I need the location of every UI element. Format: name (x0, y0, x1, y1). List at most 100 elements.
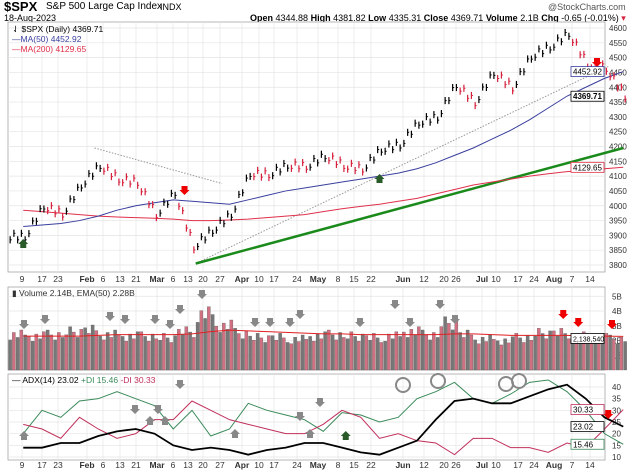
volume-tag-box (570, 333, 605, 344)
y-tick-label: 4000 (609, 202, 627, 211)
grey-down-arrow (175, 305, 185, 314)
grey-down-arrow (105, 312, 115, 321)
volume-bar (267, 335, 271, 371)
x-tick-label: 26 (451, 274, 461, 284)
y-tick-label: 4250 (609, 128, 627, 137)
volume-bar (480, 337, 485, 371)
x-tick-label: 26 (451, 460, 461, 470)
grey-down-arrow (295, 412, 305, 421)
volume-bar (327, 329, 331, 371)
volume-bar (510, 336, 515, 371)
volume-bar (237, 333, 241, 371)
green-trendline (195, 146, 624, 265)
adx-line (23, 383, 624, 456)
volume-bar (570, 341, 575, 371)
x-tick-label: 24 (529, 460, 539, 470)
volume-bar (323, 331, 327, 371)
volume-bar (375, 337, 380, 371)
volume-legend: ▮ Volume 2.14B, EMA(50) 2.28B (12, 288, 135, 298)
volume-bar (177, 329, 181, 371)
volume-bar (229, 319, 234, 371)
x-tick-label: 8 (336, 460, 341, 470)
y-tick-label: 4600 (609, 24, 627, 33)
volume-bar (458, 332, 462, 371)
x-tick-label: Jun (395, 274, 410, 284)
volume-bar (297, 341, 301, 371)
x-tick-label: 15 (349, 274, 359, 284)
volume-bar (289, 343, 294, 371)
grey-down-arrow (19, 320, 29, 329)
volume-bar (109, 337, 114, 371)
close-tag: 4369.71 (573, 92, 602, 101)
volume-bar (555, 335, 560, 371)
volume-bar (345, 338, 350, 371)
volume-bar (102, 339, 106, 371)
x-tick-label: 12 (419, 274, 429, 284)
x-tick-label: 12 (419, 460, 429, 470)
volume-bar (495, 340, 500, 371)
volume-bar (608, 334, 612, 371)
volume-bar (315, 333, 320, 371)
grey-up-arrow (19, 431, 29, 440)
volume-bar (342, 337, 346, 371)
plus-di-tag-box (570, 438, 605, 450)
green-up-arrow (374, 174, 385, 183)
red-down-arrow (573, 318, 584, 327)
adx-tick-label: 35 (612, 395, 621, 404)
ma50-tag: 4452.92 (573, 68, 602, 77)
volume-bar (278, 333, 282, 371)
volume-bar (492, 339, 496, 371)
volume-bar (192, 337, 196, 371)
volume-bar (113, 329, 117, 371)
price-legend-item: ⇃ $SPX (Daily) 4369.71 (12, 24, 103, 34)
x-tick-label: Mar (149, 460, 165, 470)
x-tick-label: 14 (585, 460, 595, 470)
x-tick-label: Aug (546, 460, 563, 470)
x-tick-label: Apr (235, 274, 250, 284)
volume-bar (364, 335, 369, 371)
volume-bar (285, 342, 290, 371)
volume-bar (42, 331, 46, 371)
volume-bar (563, 333, 567, 371)
volume-bar (203, 318, 207, 371)
volume-bar (120, 336, 125, 371)
volume-bar (244, 330, 249, 371)
volume-bar (117, 334, 121, 371)
volume-bar (424, 334, 429, 371)
volume-bar (473, 339, 477, 371)
volume-bar (428, 339, 432, 371)
x-tick-label: 6 (171, 460, 176, 470)
volume-tick-label: 4B (612, 307, 622, 316)
volume-bar (225, 329, 230, 371)
x-tick-label: Aug (546, 274, 563, 284)
volume-bar (353, 336, 357, 371)
volume-bar (308, 336, 312, 371)
volume-bar (379, 342, 384, 371)
volume-bar (150, 333, 155, 371)
grey-down-arrow (285, 318, 295, 327)
volume-bar (132, 338, 136, 371)
volume-bar (544, 338, 549, 371)
volume-bar (499, 344, 504, 371)
volume-bar (79, 329, 84, 371)
volume-bar (214, 326, 219, 371)
volume-bar (135, 331, 140, 371)
volume-bar (173, 335, 177, 371)
x-tick-label: 17 (37, 274, 47, 284)
y-tick-label: 3800 (609, 261, 627, 270)
volume-bar (147, 341, 151, 371)
volume-bar (45, 329, 50, 371)
x-tick-label: 20 (198, 460, 208, 470)
volume-bar (255, 333, 260, 371)
adx-tag: 23.02 (573, 423, 594, 432)
y-tick-label: 4350 (609, 98, 627, 107)
volume-bar (34, 333, 39, 371)
grey-down-arrow (265, 318, 275, 327)
volume-bar (443, 316, 447, 371)
red-down-arrow (179, 186, 190, 195)
x-tick-label: 9 (20, 460, 25, 470)
volume-bar (60, 337, 65, 371)
volume-bar (222, 322, 226, 371)
volume-bar (282, 337, 286, 371)
